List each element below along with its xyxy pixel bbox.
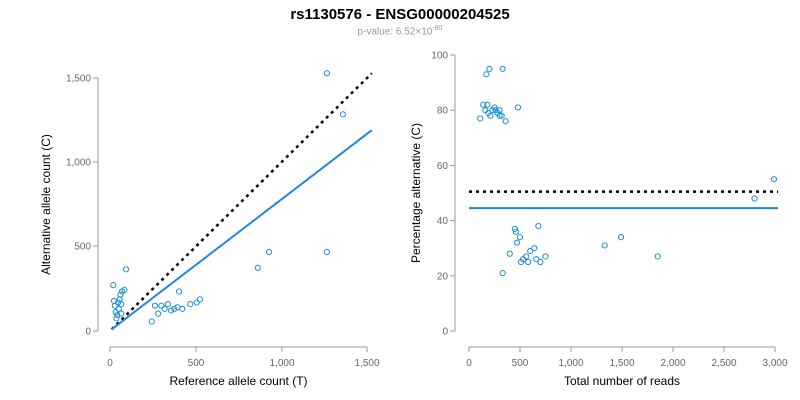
x-tick-label: 2,000 bbox=[660, 358, 685, 369]
y-axis-label: Alternative allele count (C) bbox=[39, 134, 53, 275]
data-point bbox=[175, 288, 183, 295]
data-point bbox=[513, 239, 521, 246]
data-point bbox=[477, 115, 484, 122]
data-point bbox=[193, 299, 200, 306]
data-point bbox=[167, 307, 175, 314]
data-point bbox=[511, 225, 519, 232]
data-point bbox=[512, 228, 520, 235]
reference-line bbox=[110, 72, 373, 331]
data-point bbox=[171, 305, 178, 312]
data-point bbox=[533, 256, 540, 263]
x-tick-label: 0 bbox=[107, 358, 113, 369]
data-point bbox=[654, 253, 661, 260]
y-tick-label: 40 bbox=[437, 216, 449, 227]
y-tick-label: 0 bbox=[442, 327, 448, 338]
data-point bbox=[601, 242, 608, 249]
data-point bbox=[155, 310, 162, 317]
data-point bbox=[254, 264, 261, 271]
chart-panel-2: 0 20 40 60 80 100 0 500 1,000 1,500 2,000 2,500 3,00… bbox=[409, 51, 788, 389]
y-axis-label: Percentage alternative (C) bbox=[409, 123, 423, 263]
data-point bbox=[148, 318, 155, 325]
data-point bbox=[751, 195, 758, 202]
data-point bbox=[117, 291, 124, 298]
data-point bbox=[486, 65, 493, 72]
x-tick-label: 3,000 bbox=[762, 358, 787, 369]
data-point bbox=[516, 234, 524, 241]
chart-title: rs1130576 - ENSG00000204525 bbox=[290, 6, 510, 23]
x-tick-label: 500 bbox=[188, 358, 205, 369]
y-tick-label: 0 bbox=[85, 327, 91, 338]
data-point bbox=[110, 282, 117, 289]
x-tick-label: 0 bbox=[466, 358, 472, 369]
x-axis-label: Reference allele count (T) bbox=[169, 374, 307, 388]
x-tick-label: 1,500 bbox=[354, 358, 379, 369]
data-point bbox=[498, 112, 505, 119]
x-axis-label: Total number of reads bbox=[564, 374, 680, 388]
data-point bbox=[523, 253, 530, 260]
data-point bbox=[617, 234, 625, 241]
data-point bbox=[118, 301, 125, 308]
y-tick-label: 60 bbox=[437, 161, 449, 172]
data-point bbox=[487, 112, 494, 119]
data-point bbox=[537, 258, 544, 266]
fit-line bbox=[110, 129, 373, 331]
data-point bbox=[113, 315, 120, 322]
x-tick-label: 1,000 bbox=[269, 358, 294, 369]
data-point bbox=[164, 301, 171, 308]
chart-panel-1: 0 500 1,000 1,500 0 500 1,000 1,500 Reference al… bbox=[39, 70, 380, 388]
data-point bbox=[187, 301, 194, 308]
data-point bbox=[111, 302, 118, 309]
data-point bbox=[179, 305, 186, 312]
data-point bbox=[114, 312, 121, 319]
data-point bbox=[339, 111, 347, 118]
data-point bbox=[499, 269, 506, 277]
data-point bbox=[496, 112, 503, 119]
data-point bbox=[323, 70, 330, 77]
data-point bbox=[499, 65, 506, 72]
data-point bbox=[535, 223, 542, 230]
x-tick-label: 1,000 bbox=[558, 358, 583, 369]
data-point bbox=[506, 250, 513, 257]
data-point bbox=[480, 101, 487, 108]
data-point bbox=[483, 71, 490, 78]
data-point bbox=[514, 104, 522, 111]
data-point bbox=[114, 299, 122, 306]
p-value-exponent: -80 bbox=[432, 25, 443, 32]
data-point bbox=[265, 248, 273, 256]
x-tick-label: 500 bbox=[512, 358, 529, 369]
data-point bbox=[542, 253, 549, 260]
y-tick-label: 20 bbox=[437, 271, 449, 282]
data-point bbox=[122, 266, 130, 273]
data-point bbox=[158, 302, 165, 309]
p-value-text: p-value: 6.52×10 bbox=[357, 26, 433, 38]
data-point bbox=[161, 305, 168, 312]
y-tick-label: 1,500 bbox=[66, 74, 91, 85]
data-point bbox=[527, 247, 534, 255]
data-point bbox=[196, 296, 204, 303]
data-point bbox=[112, 308, 119, 316]
x-tick-label: 2,500 bbox=[711, 358, 736, 369]
y-tick-label: 100 bbox=[431, 51, 448, 62]
y-tick-label: 500 bbox=[74, 242, 91, 253]
y-tick-label: 80 bbox=[437, 106, 449, 117]
data-point bbox=[525, 258, 532, 266]
chart-subtitle: p-value: 6.52×10-80 bbox=[0, 25, 800, 37]
data-point bbox=[491, 104, 498, 111]
y-tick-label: 1,000 bbox=[66, 158, 91, 169]
data-point bbox=[118, 310, 125, 317]
data-point bbox=[770, 176, 778, 183]
x-tick-label: 1,500 bbox=[609, 358, 634, 369]
data-point bbox=[115, 305, 122, 312]
data-point bbox=[121, 286, 128, 293]
data-point bbox=[323, 248, 330, 256]
data-point bbox=[151, 302, 159, 309]
data-point bbox=[484, 101, 491, 108]
data-point bbox=[531, 245, 538, 252]
data-point bbox=[502, 118, 509, 125]
